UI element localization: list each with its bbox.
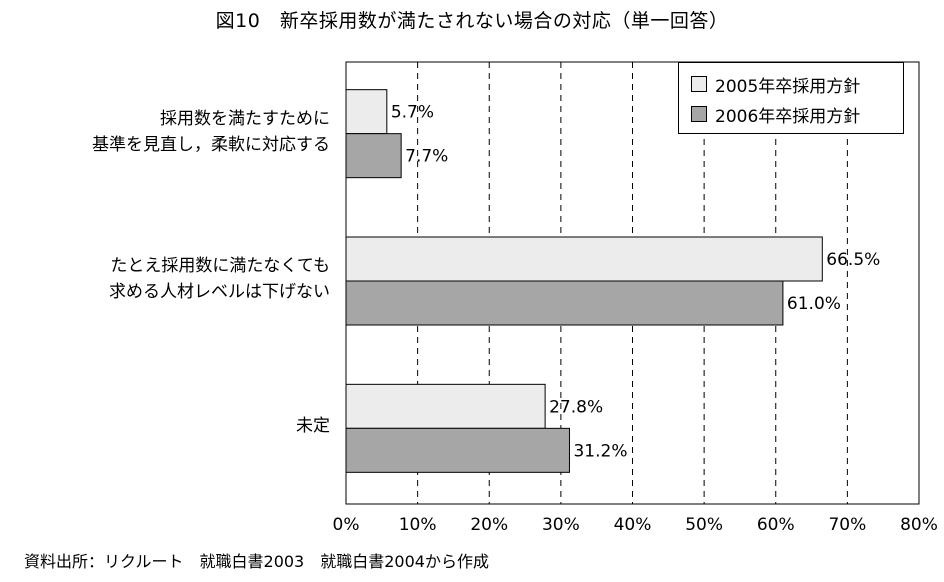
category-label-line: 基準を見直し，柔軟に対応する [92,134,330,155]
data-label: 66.5% [826,250,880,270]
x-tick-label: 80% [900,515,938,535]
bar [345,427,570,473]
bar [345,383,546,429]
category-label: 採用数を満たすために基準を見直し，柔軟に対応する [92,106,330,158]
source-note: 資料出所：リクルート 就職白書2003 就職白書2004から作成 [24,552,489,571]
data-label: 27.8% [549,397,603,417]
data-label: 61.0% [787,294,841,314]
x-tick-label: 60% [757,515,795,535]
category-label-line: たとえ採用数に満たなくても [110,256,330,276]
data-label: 7.7% [405,147,448,167]
category-label-line: 求める人材レベルは下げない [109,282,330,302]
x-tick-label: 50% [685,515,723,535]
category-label: 未定 [296,413,330,439]
category-label: たとえ採用数に満たなくても 求める人材レベルは下げない [109,253,330,305]
bar [345,280,784,326]
legend-item-2006: 2006年卒採用方針 [691,101,860,127]
x-tick-label: 40% [614,515,652,535]
x-tick-label: 30% [542,515,580,535]
category-label-line: 未定 [296,416,330,437]
x-tick-label: 0% [333,515,360,535]
legend: 2005年卒採用方針 2006年卒採用方針 [678,62,904,134]
bar [345,89,388,135]
bar [345,236,823,282]
legend-swatch-2005 [691,76,707,92]
category-label-line: 採用数を満たすために [160,108,330,129]
data-label: 5.7% [391,103,434,123]
data-label: 31.2% [573,441,627,461]
bar [345,133,402,179]
legend-label-2006: 2006年卒採用方針 [715,106,861,127]
x-tick-label: 70% [828,515,866,535]
x-tick-label: 10% [399,515,437,535]
chart-title: 図10 新卒採用数が満たされない場合の対応（単一回答） [215,10,729,32]
legend-label-2005: 2005年卒採用方針 [715,76,861,97]
legend-swatch-2006 [691,106,707,122]
x-tick-label: 20% [470,515,508,535]
legend-item-2005: 2005年卒採用方針 [691,71,860,97]
